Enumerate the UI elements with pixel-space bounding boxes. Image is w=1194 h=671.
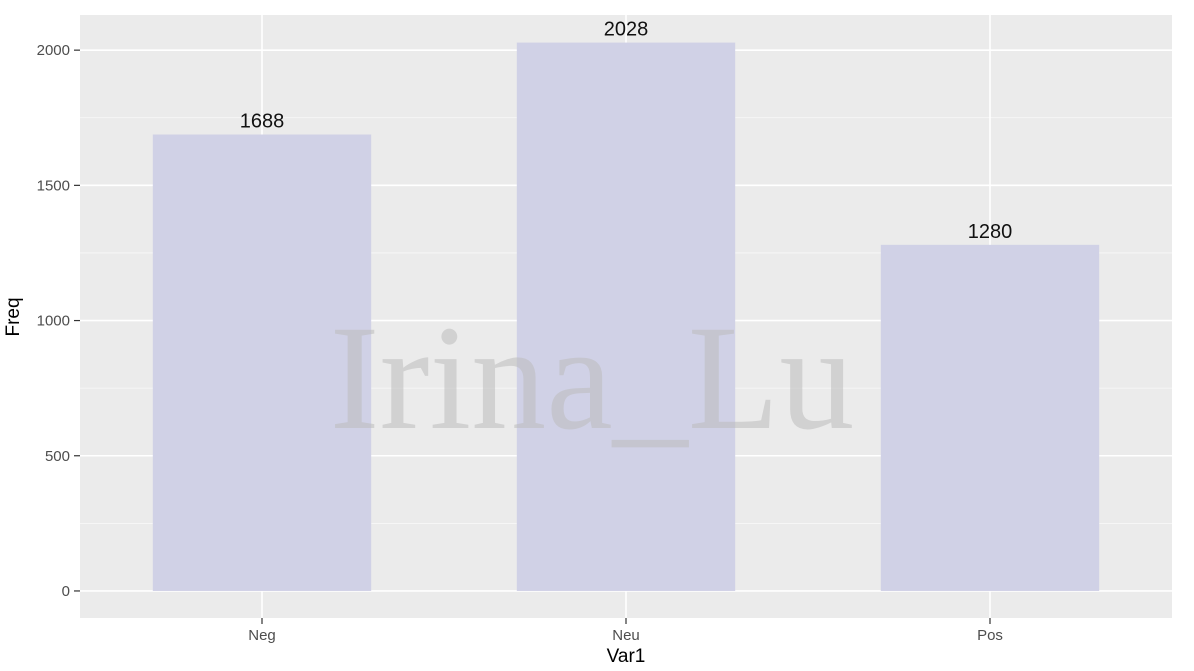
bars — [152, 42, 1100, 591]
bar-pos — [880, 244, 1100, 591]
x-tick-label: Neg — [248, 627, 276, 644]
y-tick-label: 0 — [62, 583, 70, 600]
x-tick-label: Pos — [977, 627, 1003, 644]
watermark-text: Irina_Lu — [330, 295, 855, 461]
y-axis: 0 500 1000 1500 2000 — [37, 42, 80, 600]
data-label: 2028 — [604, 19, 649, 41]
data-labels: 1688 2028 1280 — [240, 19, 1013, 243]
x-tick-label: Neu — [612, 627, 640, 644]
bar-neu — [516, 42, 736, 591]
x-axis: Neg Neu Pos — [248, 618, 1003, 644]
bar-neg — [152, 134, 372, 591]
y-tick-label: 2000 — [37, 42, 70, 59]
data-label: 1688 — [240, 111, 285, 133]
data-label: 1280 — [968, 221, 1013, 243]
y-tick-label: 500 — [45, 448, 70, 465]
y-tick-label: 1500 — [37, 177, 70, 194]
y-tick-label: 1000 — [37, 313, 70, 330]
y-axis-title: Freq — [3, 297, 24, 336]
x-axis-title: Var1 — [607, 646, 646, 667]
